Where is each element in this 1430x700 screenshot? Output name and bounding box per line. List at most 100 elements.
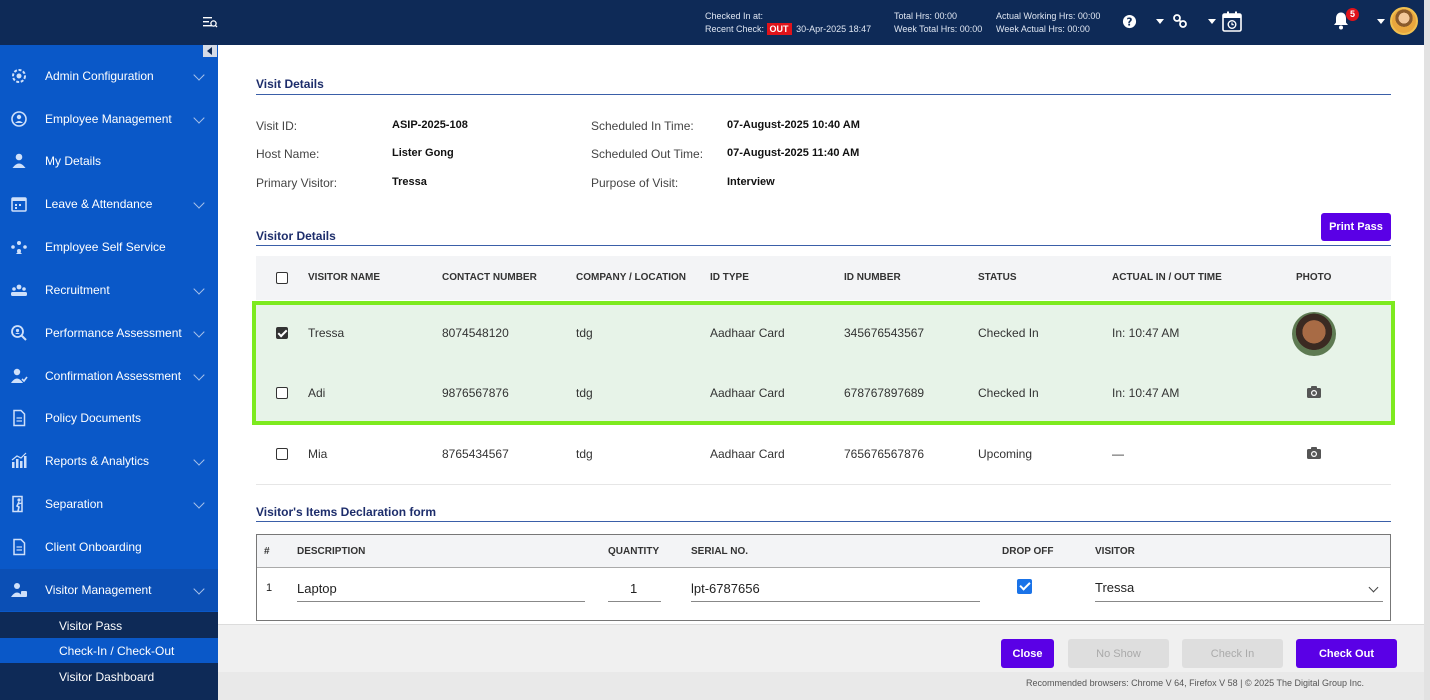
visit-details-divider bbox=[256, 94, 1391, 95]
print-pass-button[interactable]: Print Pass bbox=[1321, 213, 1391, 241]
visitor-table-header: VISITOR NAME CONTACT NUMBER COMPANY / LO… bbox=[256, 256, 1391, 300]
main-content: Visit Details Visit ID: ASIP-2025-108 Ho… bbox=[218, 45, 1424, 623]
chevron-down-icon bbox=[193, 497, 205, 509]
employee-icon bbox=[11, 111, 27, 127]
user-avatar[interactable] bbox=[1390, 7, 1418, 35]
chevron-down-icon bbox=[193, 283, 205, 295]
check-out-button[interactable]: Check Out bbox=[1296, 639, 1397, 668]
actual-time: — bbox=[1112, 447, 1124, 461]
sidebar-item-confirmation-assessment[interactable]: Confirmation Assessment bbox=[0, 355, 218, 397]
sidebar-item-recruitment[interactable]: Recruitment bbox=[0, 269, 218, 311]
submenu-item-label: Visitor Pass bbox=[59, 619, 123, 633]
column-header: VISITOR bbox=[1095, 546, 1135, 557]
sidebar-collapse-button[interactable] bbox=[203, 45, 217, 57]
submenu-item-check-in-check-out[interactable]: Check-In / Check-Out bbox=[0, 638, 218, 663]
chevron-left-icon bbox=[207, 47, 212, 55]
visitor-row[interactable]: Adi 9876567876 tdg Aadhaar Card 67876789… bbox=[256, 364, 1391, 424]
week-total-hrs-label: Week Total Hrs: bbox=[894, 24, 958, 34]
link-caret-icon[interactable] bbox=[1208, 19, 1216, 24]
notification-bell-icon[interactable] bbox=[1332, 11, 1350, 30]
user-check-icon bbox=[11, 368, 28, 383]
help-icon[interactable]: ? bbox=[1122, 14, 1137, 29]
row-checkbox[interactable] bbox=[276, 327, 288, 339]
calendar-clock-icon[interactable] bbox=[1222, 11, 1242, 32]
chevron-down-icon bbox=[193, 69, 205, 81]
item-serial-input[interactable]: lpt-6787656 bbox=[691, 581, 760, 596]
chevron-down-icon[interactable] bbox=[1368, 582, 1379, 593]
link-icon[interactable] bbox=[1172, 13, 1188, 29]
close-button[interactable]: Close bbox=[1001, 639, 1054, 668]
submenu-item-visitor-pass[interactable]: Visitor Pass bbox=[0, 613, 218, 638]
calendar-icon bbox=[11, 197, 27, 212]
actual-working-hrs-label: Actual Working Hrs: bbox=[996, 11, 1076, 21]
hours-summary: Total Hrs: 00:00 Week Total Hrs: 00:00 bbox=[894, 10, 982, 36]
total-hrs-value: 00:00 bbox=[934, 11, 958, 21]
visitor-select-underline bbox=[1095, 601, 1383, 602]
sidebar-item-label: Separation bbox=[45, 497, 104, 511]
sidebar-item-admin-configuration[interactable]: Admin Configuration bbox=[0, 55, 218, 97]
visitor-row[interactable]: Tressa 8074548120 tdg Aadhaar Card 34567… bbox=[256, 304, 1391, 364]
row-checkbox[interactable] bbox=[276, 448, 288, 460]
submenu-item-label: Check-In / Check-Out bbox=[59, 644, 175, 658]
sidebar-item-client-onboarding[interactable]: Client Onboarding bbox=[0, 526, 218, 568]
column-header: VISITOR NAME bbox=[308, 272, 381, 283]
chart-icon bbox=[11, 452, 27, 468]
sidebar-item-employee-management[interactable]: Employee Management bbox=[0, 98, 218, 140]
week-actual-hrs-value: 00:00 bbox=[1067, 24, 1090, 34]
magnifier-user-icon bbox=[11, 325, 27, 341]
row-checkbox[interactable] bbox=[276, 387, 288, 399]
status: Upcoming bbox=[978, 447, 1033, 461]
chevron-down-icon bbox=[193, 454, 205, 466]
visitor-photo-avatar[interactable] bbox=[1292, 312, 1336, 356]
notification-count-badge: 5 bbox=[1346, 8, 1359, 21]
sidebar-item-label: Confirmation Assessment bbox=[45, 369, 182, 383]
company-location: tdg bbox=[576, 386, 593, 400]
window-scrollbar[interactable] bbox=[1424, 0, 1430, 700]
column-header: DROP OFF bbox=[1002, 546, 1054, 557]
sidebar-item-label: Employee Self Service bbox=[45, 240, 166, 254]
id-number: 345676543567 bbox=[844, 326, 925, 340]
host-name-label: Host Name: bbox=[256, 147, 320, 161]
recent-check-time: 30-Apr-2025 18:47 bbox=[796, 24, 872, 34]
top-header: Checked In at: Recent Check: OUT 30-Apr-… bbox=[0, 0, 1424, 45]
description-underline bbox=[297, 601, 585, 602]
sidebar-item-separation[interactable]: Separation bbox=[0, 483, 218, 525]
profile-caret-icon[interactable] bbox=[1377, 19, 1385, 24]
sidebar-item-my-details[interactable]: My Details bbox=[0, 140, 218, 182]
id-type: Aadhaar Card bbox=[710, 326, 785, 340]
item-quantity-input[interactable]: 1 bbox=[630, 581, 638, 596]
scheduled-in-label: Scheduled In Time: bbox=[591, 119, 694, 133]
check-in-button[interactable]: Check In bbox=[1182, 639, 1283, 668]
item-description-input[interactable]: Laptop bbox=[297, 581, 337, 596]
camera-icon[interactable] bbox=[1306, 446, 1322, 460]
item-visitor-select[interactable]: Tressa bbox=[1095, 580, 1135, 595]
scheduled-in-value: 07-August-2025 10:40 AM bbox=[727, 119, 860, 131]
menu-toggle-icon[interactable] bbox=[202, 14, 218, 30]
camera-icon[interactable] bbox=[1306, 385, 1322, 399]
items-declaration-title: Visitor's Items Declaration form bbox=[256, 505, 437, 519]
week-total-hrs-value: 00:00 bbox=[959, 24, 983, 34]
primary-visitor-label: Primary Visitor: bbox=[256, 176, 338, 190]
sidebar-item-label: Performance Assessment bbox=[45, 326, 182, 340]
visitor-row[interactable]: Mia 8765434567 tdg Aadhaar Card 76567656… bbox=[256, 425, 1391, 485]
visit-id-label: Visit ID: bbox=[256, 119, 298, 133]
recent-check-label: Recent Check: bbox=[705, 24, 765, 34]
chevron-down-icon bbox=[193, 112, 205, 124]
sidebar-item-leave-attendance[interactable]: Leave & Attendance bbox=[0, 183, 218, 225]
visit-id-value: ASIP-2025-108 bbox=[392, 119, 468, 131]
select-all-checkbox[interactable] bbox=[276, 272, 288, 284]
sidebar-item-performance-assessment[interactable]: Performance Assessment bbox=[0, 312, 218, 354]
id-number: 678767897689 bbox=[844, 386, 925, 400]
purpose-value: Interview bbox=[727, 176, 775, 188]
sidebar-item-label: Policy Documents bbox=[45, 411, 142, 425]
sidebar-item-policy-documents[interactable]: Policy Documents bbox=[0, 397, 218, 439]
no-show-button[interactable]: No Show bbox=[1068, 639, 1169, 668]
drop-off-checkbox[interactable] bbox=[1017, 579, 1032, 594]
sidebar-item-visitor-management[interactable]: Visitor Management bbox=[0, 569, 218, 611]
items-declaration-divider bbox=[256, 521, 1391, 522]
help-caret-icon[interactable] bbox=[1156, 19, 1164, 24]
user-icon bbox=[12, 153, 26, 168]
sidebar-item-employee-self-service[interactable]: Employee Self Service bbox=[0, 226, 218, 268]
sidebar-item-reports-analytics[interactable]: Reports & Analytics bbox=[0, 440, 218, 482]
submenu-item-visitor-dashboard[interactable]: Visitor Dashboard bbox=[0, 664, 218, 689]
